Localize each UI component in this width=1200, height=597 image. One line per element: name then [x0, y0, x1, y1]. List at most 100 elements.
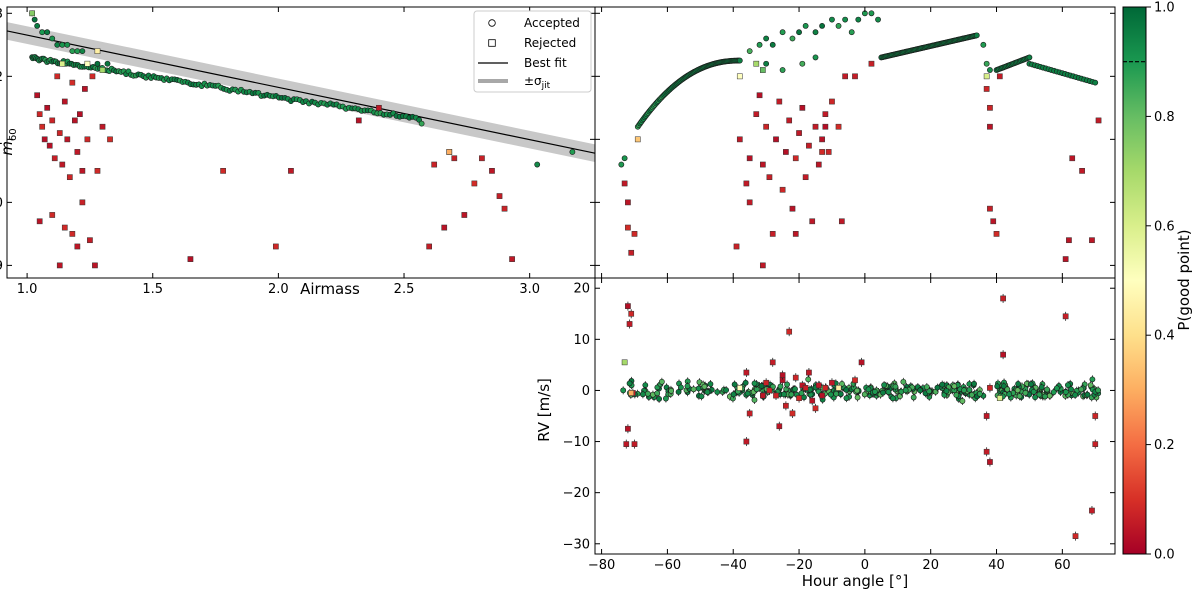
- rejected-point: [792, 155, 799, 162]
- rejected-point: [69, 79, 76, 86]
- rv-rejected-point: [1062, 313, 1069, 320]
- rv-accepted-point: [1050, 389, 1057, 396]
- rv-rejected-point: [1089, 507, 1095, 514]
- rejected-point: [625, 224, 631, 231]
- accepted-point: [779, 29, 786, 36]
- rejected-point: [852, 73, 858, 80]
- rejected-point: [1079, 168, 1085, 174]
- airmass-points-layer: [29, 10, 576, 269]
- rv-accepted-point: [1004, 386, 1011, 393]
- best-fit-line: [7, 30, 595, 154]
- rv-accepted-point: [1006, 391, 1013, 398]
- legend-rejected-label: Rejected: [524, 36, 576, 50]
- borderline-point: [759, 67, 766, 73]
- borderline-point: [29, 10, 35, 17]
- legend-accepted-marker: [488, 19, 496, 27]
- rejected-point: [743, 180, 750, 187]
- hourangle-xtick-label: 40: [988, 558, 1005, 573]
- rv-rejected-point: [858, 359, 865, 366]
- rejected-point: [773, 136, 779, 143]
- rv-rejected-point: [786, 328, 793, 335]
- rejected-point: [769, 231, 776, 237]
- rv-rejected-point: [792, 374, 799, 381]
- colorbar-tick-label: 1.0: [1154, 1, 1175, 16]
- rv-accepted-point: [805, 376, 812, 383]
- rv-accepted-point: [854, 387, 860, 394]
- rv-accepted-point: [1028, 381, 1034, 388]
- rejected-point: [74, 243, 81, 250]
- rejected-point: [628, 249, 635, 256]
- rejected-point: [812, 123, 819, 130]
- rv-accepted-point: [1015, 380, 1022, 387]
- rv-accepted-point: [1022, 390, 1029, 396]
- hourangle-mag-points-layer: [618, 10, 1102, 269]
- hourangle-xtick-label: −20: [785, 558, 812, 573]
- legend-accepted-label: Accepted: [524, 16, 580, 30]
- rv-ytick-label: 0: [582, 384, 590, 399]
- rejected-point: [987, 123, 993, 130]
- rv-accepted-point: [701, 383, 708, 390]
- hourangle-xtick-label: 0: [861, 558, 869, 573]
- accepted-point: [848, 29, 855, 36]
- hourangle-xtick-label: 20: [922, 558, 939, 573]
- rejected-point: [509, 256, 515, 262]
- rv-accepted-point: [943, 388, 950, 394]
- rv-accepted-point: [1095, 387, 1102, 394]
- rejected-point: [756, 92, 763, 99]
- rejected-point: [759, 262, 766, 269]
- rejected-point: [987, 104, 993, 111]
- borderline-point: [59, 60, 66, 67]
- rv-accepted-point: [1078, 386, 1085, 393]
- accepted-point: [812, 29, 819, 36]
- rv-accepted-point: [644, 390, 651, 397]
- rejected-point: [822, 111, 829, 117]
- m60-ytick-label: −13.0: [0, 196, 3, 211]
- rv-accepted-point: [910, 394, 917, 401]
- accepted-point: [59, 41, 66, 48]
- legend-rejected-marker: [488, 39, 496, 47]
- rv-accepted-point: [777, 383, 784, 390]
- accepted-point: [796, 29, 802, 36]
- colorbar-gradient: [1123, 7, 1146, 554]
- rv-rejected-point: [802, 385, 809, 391]
- rv-rejected-point: [812, 405, 819, 412]
- m60-ytick-label: −13.1: [0, 133, 3, 148]
- rejected-point: [753, 111, 760, 117]
- rejected-point: [789, 205, 796, 212]
- rejected-point: [36, 218, 43, 225]
- accepted-point: [94, 60, 101, 67]
- rv-rejected-point: [1092, 441, 1099, 447]
- rv-accepted-point: [1016, 393, 1023, 400]
- rv-rejected-point: [1000, 295, 1006, 302]
- rejected-point: [733, 243, 740, 250]
- rejected-point: [92, 262, 98, 269]
- rejected-point: [59, 161, 66, 168]
- rv-accepted-point: [744, 390, 751, 397]
- rv-accepted-point: [723, 387, 730, 393]
- accepted-point: [779, 67, 786, 73]
- rv-accepted-point: [1065, 382, 1071, 389]
- rv-accepted-point: [880, 389, 886, 396]
- rejected-point: [61, 98, 68, 105]
- borderline-point: [736, 73, 743, 80]
- rv-accepted-point: [1053, 385, 1060, 392]
- rv-accepted-point: [885, 389, 892, 395]
- accepted-point-dark: [1092, 79, 1099, 86]
- rejected-point: [36, 111, 43, 117]
- accepted-point: [789, 35, 796, 42]
- rv-accepted-point: [1068, 386, 1074, 393]
- rv-rejected-point: [809, 397, 816, 404]
- rv-accepted-point: [730, 391, 737, 398]
- rejected-point: [746, 155, 753, 162]
- rejected-point: [79, 199, 86, 206]
- rv-rejected-point: [983, 448, 990, 455]
- rejected-point: [766, 174, 773, 181]
- rv-accepted-point: [889, 395, 896, 402]
- rv-ytick-label: 20: [573, 282, 590, 297]
- rv-rejected-point: [743, 369, 750, 376]
- rejected-point: [99, 123, 106, 130]
- accepted-point: [49, 35, 56, 42]
- rejected-point: [786, 117, 793, 124]
- rejected-point: [983, 86, 990, 92]
- accepted-point: [746, 48, 753, 55]
